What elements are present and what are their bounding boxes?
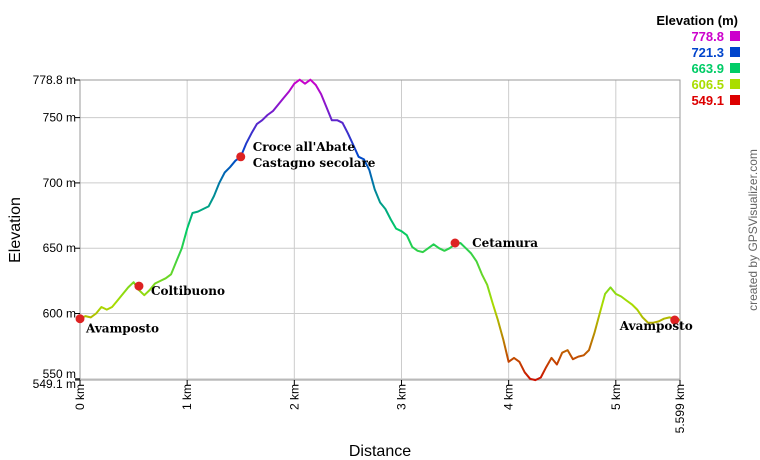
legend-swatch xyxy=(730,79,740,89)
waypoint-marker xyxy=(670,315,680,325)
waypoint-label: Croce all'Abate xyxy=(253,140,356,154)
y-tick-label: 700 m xyxy=(43,176,76,190)
y-tick-label: 549.1 m xyxy=(33,377,76,391)
waypoint-label: Avamposto xyxy=(619,319,693,333)
plot-area xyxy=(79,79,681,381)
legend-swatch xyxy=(730,47,740,57)
credit-text: created by GPSVisualizer.com xyxy=(746,149,760,311)
y-tick-label: 600 m xyxy=(43,307,76,321)
waypoint-marker xyxy=(75,314,85,324)
x-axis-ticks: 0 km 1 km 2 km 3 km 4 km 5 km 5.599 km xyxy=(73,380,687,433)
y-axis-title: Elevation xyxy=(7,197,24,263)
waypoint-marker xyxy=(236,152,246,162)
x-tick-label: 5.599 km xyxy=(673,384,687,433)
waypoint-marker xyxy=(450,238,460,248)
waypoint-label: Cetamura xyxy=(472,236,538,250)
legend-value: 778.8 xyxy=(691,29,724,44)
y-tick-label: 550 m xyxy=(43,367,76,381)
legend-value: 549.1 xyxy=(691,93,724,108)
x-tick-label: 3 km xyxy=(394,384,408,410)
x-axis-title: Distance xyxy=(349,443,411,460)
waypoints: Avamposto Coltibuono Croce all'Abate Castag… xyxy=(75,140,693,336)
waypoint-marker xyxy=(134,281,144,291)
legend-swatch xyxy=(730,31,740,41)
legend-value: 721.3 xyxy=(691,45,724,60)
legend-swatch xyxy=(730,95,740,105)
x-tick-label: 2 km xyxy=(287,384,301,410)
x-tick-label: 1 km xyxy=(180,384,194,410)
x-tick-label: 5 km xyxy=(609,384,623,410)
y-tick-label: 778.8 m xyxy=(33,73,76,87)
legend-value: 606.5 xyxy=(691,77,724,92)
elevation-line xyxy=(79,78,681,382)
grid-lines xyxy=(80,80,680,380)
waypoint-label: Avamposto xyxy=(85,322,159,336)
legend-swatch xyxy=(730,63,740,73)
legend-value: 663.9 xyxy=(691,61,724,76)
waypoint-label: Coltibuono xyxy=(151,284,225,298)
y-tick-label: 650 m xyxy=(43,241,76,255)
y-tick-label: 750 m xyxy=(43,111,76,125)
waypoint-label: Castagno secolare xyxy=(253,156,376,170)
legend-title: Elevation (m) xyxy=(656,13,738,28)
x-tick-label: 0 km xyxy=(73,384,87,410)
x-tick-label: 4 km xyxy=(502,384,516,410)
